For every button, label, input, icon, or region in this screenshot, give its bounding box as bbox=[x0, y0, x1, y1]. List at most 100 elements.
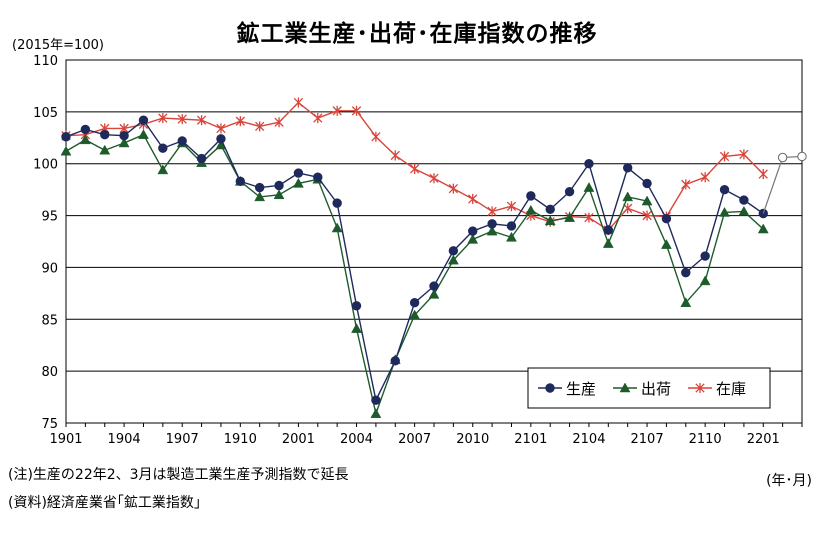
production-data-point bbox=[642, 178, 652, 189]
shipments-data-point bbox=[602, 238, 614, 248]
x-tick-label: 2104 bbox=[572, 432, 605, 447]
production-data-point bbox=[332, 198, 342, 208]
shipments-data-point bbox=[738, 205, 750, 216]
shipments-data-point bbox=[292, 177, 304, 188]
shipments-data-point bbox=[660, 239, 672, 249]
production-data-point bbox=[390, 356, 400, 366]
y-tick-label: 100 bbox=[33, 158, 58, 173]
inventory-data-point bbox=[700, 172, 710, 183]
inventory-data-point bbox=[216, 123, 226, 134]
production-data-point bbox=[622, 163, 633, 173]
y-tick-label: 80 bbox=[41, 365, 58, 380]
production-data-point bbox=[700, 251, 710, 261]
production-data-point bbox=[526, 191, 536, 201]
inventory-data-point bbox=[235, 116, 245, 127]
x-tick-label: 2004 bbox=[340, 432, 373, 447]
inventory-data-point bbox=[681, 179, 691, 190]
shipments-data-point bbox=[428, 288, 440, 299]
production-data-point bbox=[468, 226, 478, 236]
inventory-data-point bbox=[487, 206, 497, 217]
production-data-point bbox=[293, 168, 304, 178]
production-data-point bbox=[80, 124, 91, 135]
shipments-data-point bbox=[254, 191, 266, 202]
shipments-data-point bbox=[544, 215, 556, 226]
production-data-point bbox=[409, 297, 420, 308]
x-tick-label: 1910 bbox=[224, 432, 257, 447]
y-tick-label: 90 bbox=[41, 261, 58, 276]
production-data-point bbox=[371, 395, 381, 405]
shipments-data-point bbox=[157, 164, 169, 175]
production-data-point bbox=[351, 301, 362, 311]
inventory-data-point bbox=[196, 115, 207, 126]
production-data-point bbox=[158, 143, 168, 153]
production-data-point bbox=[564, 187, 575, 197]
legend-marker bbox=[619, 382, 631, 393]
shipments-data-point bbox=[719, 206, 730, 217]
shipments-data-point bbox=[409, 309, 421, 320]
production-data-point bbox=[545, 204, 555, 215]
shipments-data-point bbox=[467, 233, 479, 244]
y-tick-label: 85 bbox=[41, 313, 58, 328]
production-forecast-point bbox=[777, 152, 788, 163]
inventory-data-point bbox=[371, 131, 381, 142]
production-data-point bbox=[719, 184, 730, 195]
shipments-data-point bbox=[99, 144, 111, 155]
x-tick-label: 2001 bbox=[282, 432, 315, 447]
legend-label: 出荷 bbox=[641, 380, 671, 398]
shipments-data-point bbox=[622, 191, 634, 202]
shipments-data-point bbox=[331, 222, 343, 233]
shipments-data-point bbox=[757, 223, 769, 234]
legend-marker bbox=[545, 383, 555, 393]
inventory-data-point bbox=[255, 121, 265, 132]
inventory-data-point bbox=[468, 193, 478, 205]
inventory-data-point bbox=[506, 201, 517, 212]
production-data-point bbox=[506, 221, 517, 231]
shipments-data-point bbox=[583, 182, 595, 192]
shipments-data-point bbox=[486, 225, 498, 236]
production-data-point bbox=[138, 115, 149, 125]
shipments-data-point bbox=[60, 145, 72, 156]
shipments-data-point bbox=[79, 134, 91, 145]
x-tick-label: 2101 bbox=[514, 432, 547, 447]
x-tick-label: 2007 bbox=[398, 432, 431, 447]
inventory-data-point bbox=[409, 163, 420, 174]
shipments-data-point bbox=[351, 323, 362, 333]
production-data-point bbox=[61, 132, 71, 142]
production-data-point bbox=[235, 176, 246, 187]
y-tick-label: 95 bbox=[41, 210, 58, 225]
x-tick-label: 1901 bbox=[49, 432, 82, 447]
production-forecast-point bbox=[797, 151, 807, 162]
inventory-data-point bbox=[332, 105, 342, 116]
production-data-point bbox=[661, 213, 672, 224]
inventory-data-point bbox=[158, 113, 168, 124]
legend-label: 生産 bbox=[566, 380, 596, 398]
production-forecast-line bbox=[762, 155, 803, 214]
shipments-data-point bbox=[138, 129, 149, 139]
production-data-point bbox=[681, 267, 691, 278]
shipments-data-point bbox=[641, 195, 653, 206]
inventory-data-point bbox=[177, 114, 187, 125]
legend-label: 在庫 bbox=[716, 380, 746, 398]
production-data-point bbox=[603, 225, 614, 235]
shipments-data-point bbox=[447, 254, 459, 265]
x-tick-label: 1904 bbox=[108, 432, 141, 447]
source-note: (資料)経済産業省｢鉱工業指数｣ bbox=[8, 495, 201, 511]
production-data-point bbox=[313, 172, 323, 182]
shipments-data-point bbox=[370, 408, 382, 418]
x-tick-label: 2107 bbox=[631, 432, 664, 447]
y-tick-label: 110 bbox=[33, 54, 58, 69]
inventory-data-point bbox=[584, 212, 594, 223]
inventory-data-point bbox=[642, 210, 652, 221]
footnote: (注)生産の22年2、3月は製造工業生産予測指数で延長 bbox=[8, 467, 349, 483]
production-series-line bbox=[65, 119, 764, 403]
production-data-point bbox=[100, 129, 110, 140]
production-data-point bbox=[177, 136, 187, 146]
x-tick-label: 2010 bbox=[456, 432, 489, 447]
production-data-point bbox=[274, 180, 284, 191]
inventory-data-point bbox=[274, 117, 284, 128]
inventory-data-point bbox=[758, 169, 768, 180]
production-data-point bbox=[584, 159, 594, 169]
inventory-data-point bbox=[390, 150, 400, 161]
shipments-data-point bbox=[525, 204, 537, 215]
